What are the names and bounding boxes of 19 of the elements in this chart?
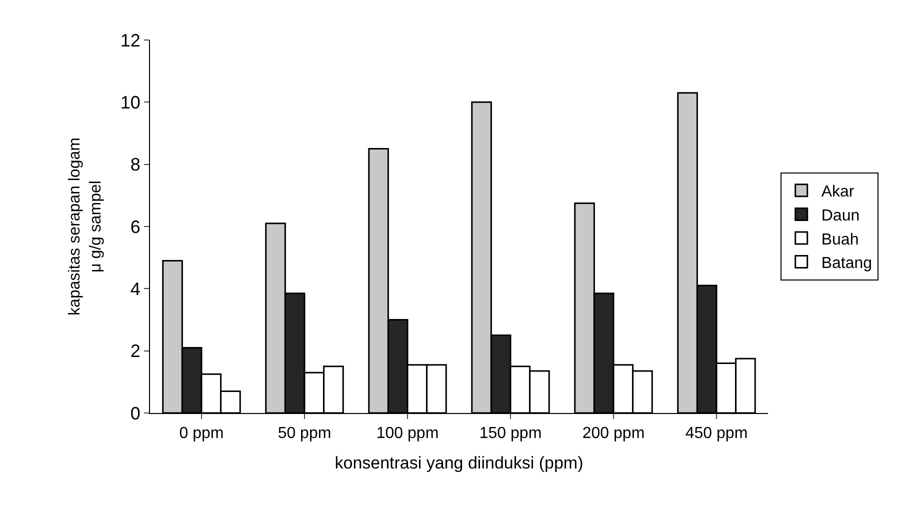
y-tick-label: 0 (130, 403, 140, 424)
x-tick-label: 450 ppm (685, 425, 748, 442)
legend-label: Akar (821, 184, 855, 201)
y-tick-label: 10 (120, 92, 140, 112)
legend-label: Buah (821, 231, 859, 248)
legend-label: Batang (821, 255, 872, 272)
y-tick-label: 2 (130, 341, 140, 362)
y-tick-label: 8 (130, 154, 140, 175)
x-tick-label: 150 ppm (479, 425, 542, 442)
y-tick-label: 4 (130, 278, 140, 299)
y-tick-label: 12 (120, 30, 140, 50)
x-axis-title: konsentrasi yang diinduksi (ppm) (334, 454, 584, 473)
x-tick-label: 200 ppm (582, 425, 645, 442)
y-axis-title: kapasitas serapan logam μ g/g sampel (66, 138, 104, 316)
x-tick-label: 50 ppm (278, 425, 332, 442)
x-tick-label: 0 ppm (179, 425, 224, 442)
y-tick-label: 6 (130, 216, 140, 237)
x-tick-label: 100 ppm (376, 425, 439, 442)
legend-label: Daun (821, 207, 860, 224)
